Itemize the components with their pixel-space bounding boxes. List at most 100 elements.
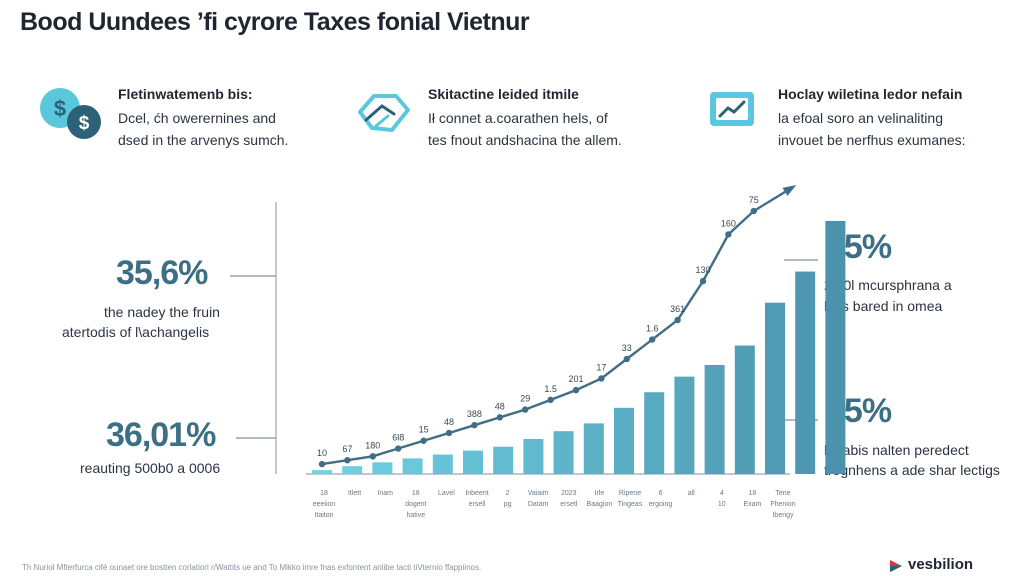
chart-bar <box>765 302 785 474</box>
handshake-icon <box>358 94 410 132</box>
svg-text:$: $ <box>54 96 66 121</box>
category-label: eeeiion <box>313 501 336 508</box>
chart-category-labels: 18 eeeiion Itaiton Itlett Inam 18 dogent hative… <box>313 490 796 519</box>
data-label: 33 <box>622 343 632 353</box>
category-label: Fhenion <box>770 501 795 508</box>
data-label: 160 <box>721 218 736 228</box>
feature-text-line: invouet be nerfhus exumanes: <box>778 132 966 148</box>
category-label: Inam <box>377 490 393 497</box>
trend-point <box>522 406 529 413</box>
chart-bars <box>312 220 846 474</box>
category-label: 18 <box>320 490 328 497</box>
trend-point <box>369 453 376 460</box>
data-label: 201 <box>568 374 583 384</box>
feature-card-2: Skitactine leided itmile Ił connet a.coa… <box>352 82 652 162</box>
trend-arrow-head <box>782 185 797 196</box>
category-label: Baagion <box>587 501 613 508</box>
data-label: 361 <box>670 304 685 314</box>
category-label: ersetl <box>560 501 578 508</box>
trend-point <box>649 336 656 343</box>
category-label: Tingeas <box>618 501 643 508</box>
chart-bar <box>342 466 363 474</box>
category-label: 4 <box>720 490 724 497</box>
chart-bar <box>795 271 816 474</box>
trend-point <box>725 231 732 238</box>
category-label: Inbeent <box>465 490 488 497</box>
trend-point <box>445 429 453 437</box>
category-label: Tene <box>775 490 790 497</box>
chart-bar <box>523 438 544 474</box>
data-label: 1.6 <box>646 324 659 334</box>
trend-point <box>496 414 503 421</box>
brand-name: vesbilion <box>908 556 974 573</box>
monitor-chart-icon <box>710 92 754 126</box>
trend-line <box>318 185 797 468</box>
stat-text-line: reauting 500b0 a 0006 <box>80 460 221 476</box>
trend-point <box>344 457 351 464</box>
chart-bar <box>463 450 483 474</box>
chart-bar <box>825 220 846 474</box>
stat-value-left-2: 36,01% <box>106 416 216 454</box>
trend-point <box>318 460 326 468</box>
category-label: pg <box>504 501 512 508</box>
svg-text:$: $ <box>79 113 90 134</box>
chart-bar <box>432 454 453 474</box>
category-label: 2023 <box>561 490 577 497</box>
feature-text-line: la efoal soro an velinaliting <box>778 110 943 126</box>
chart-bar <box>734 345 755 474</box>
chart-bar <box>312 470 332 474</box>
category-label: Itlett <box>348 490 361 497</box>
category-label: Datam <box>528 501 549 508</box>
category-label: Lavel <box>438 490 455 497</box>
data-label: 1.5 <box>544 384 557 394</box>
data-label: 67 <box>342 444 352 454</box>
brand-mark-icon <box>890 560 902 572</box>
data-label: 48 <box>444 417 454 427</box>
category-label: Irle <box>595 490 605 497</box>
feature-card-1: $ $ Fletinwatemenb bis: Dcel, ćh owerern… <box>38 82 338 162</box>
category-label: 6 <box>659 490 663 497</box>
category-label: 18 <box>412 490 420 497</box>
feature-text-line: dsed in the arvenys sumch. <box>118 132 289 148</box>
coins-icon: $ $ <box>40 88 101 139</box>
trend-point <box>699 277 707 285</box>
feature-title: Fletinwatemenb bis: <box>118 86 253 102</box>
feature-card-3: Hoclay wiletina ledor nefain la efoal so… <box>706 82 1016 162</box>
chart-bar <box>402 458 423 474</box>
chart-bar <box>553 431 574 474</box>
data-label: 75 <box>749 195 759 205</box>
stat-text-line: la tabis nalten peredect <box>824 442 969 458</box>
stat-text-line: 2.30l mcursphrana a <box>824 277 952 293</box>
category-label: Itaiton <box>314 512 333 519</box>
stat-value-left-1: 35,6% <box>116 254 208 292</box>
trend-point <box>572 386 580 394</box>
data-label: 6l8 <box>392 433 404 443</box>
feature-title: Hoclay wiletina ledor nefain <box>778 86 963 102</box>
data-label: 15 <box>419 425 429 435</box>
trend-point <box>623 355 630 363</box>
trend-point <box>420 437 427 444</box>
trend-point <box>471 421 478 429</box>
data-label: 130 <box>695 265 710 275</box>
category-label: 10 <box>718 501 726 508</box>
data-label: 17 <box>596 362 606 372</box>
data-label: 29 <box>520 394 530 404</box>
category-label: ersell <box>469 501 486 508</box>
category-label: 2 <box>506 490 510 497</box>
page-title: Bood Uundees ’fi cyrore Taxes fonial Vie… <box>20 8 530 36</box>
category-label: all <box>688 490 695 497</box>
category-label: Vaiaim <box>528 490 549 497</box>
stat-text-line: the nadey the fruin <box>104 304 220 320</box>
chart-bar <box>583 423 604 474</box>
footer-note: Th Nuriol Mfterfurca cifé ounaet ore bos… <box>22 563 482 572</box>
feature-text-line: Ił connet a.coarathen hels, of <box>428 110 608 126</box>
stat-text-line: tregnhens a ade shar lectigs <box>824 462 1000 478</box>
chart-bar <box>674 376 695 474</box>
chart-bar <box>372 462 393 474</box>
stat-text-line: atertodis of l\achangelis <box>62 324 210 340</box>
data-label: 10 <box>317 448 327 458</box>
category-label: 18 <box>749 490 757 497</box>
chart-bar <box>704 364 725 474</box>
chart-bar <box>614 407 634 474</box>
